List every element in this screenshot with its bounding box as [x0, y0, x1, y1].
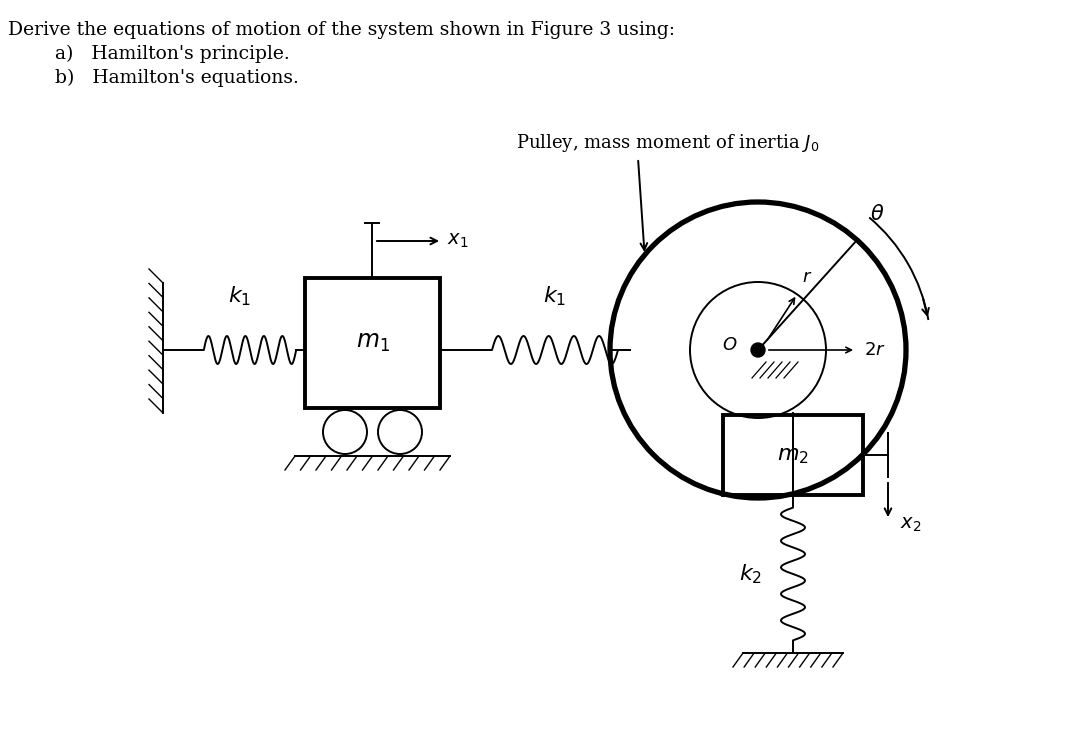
Text: $\theta$: $\theta$ [870, 204, 884, 224]
Text: $x_1$: $x_1$ [447, 232, 468, 250]
Text: Pulley, mass moment of inertia $J_0$: Pulley, mass moment of inertia $J_0$ [516, 132, 820, 154]
Text: $k_2$: $k_2$ [739, 562, 763, 585]
Text: $x_2$: $x_2$ [900, 516, 922, 534]
Bar [305, 278, 440, 408]
Text: $k_1$: $k_1$ [228, 285, 251, 308]
Text: Derive the equations of motion of the system shown in Figure 3 using:: Derive the equations of motion of the sy… [8, 21, 675, 39]
Bar [723, 415, 863, 495]
Text: $m_2$: $m_2$ [777, 444, 809, 466]
Text: a)   Hamilton's principle.: a) Hamilton's principle. [55, 45, 290, 63]
Text: $2r$: $2r$ [864, 341, 886, 359]
Text: b)   Hamilton's equations.: b) Hamilton's equations. [55, 69, 299, 87]
Text: $m_1$: $m_1$ [355, 331, 389, 354]
Circle shape [751, 343, 765, 357]
Text: $r$: $r$ [802, 268, 812, 286]
Text: $O$: $O$ [722, 336, 738, 354]
Text: $k_1$: $k_1$ [544, 285, 566, 308]
